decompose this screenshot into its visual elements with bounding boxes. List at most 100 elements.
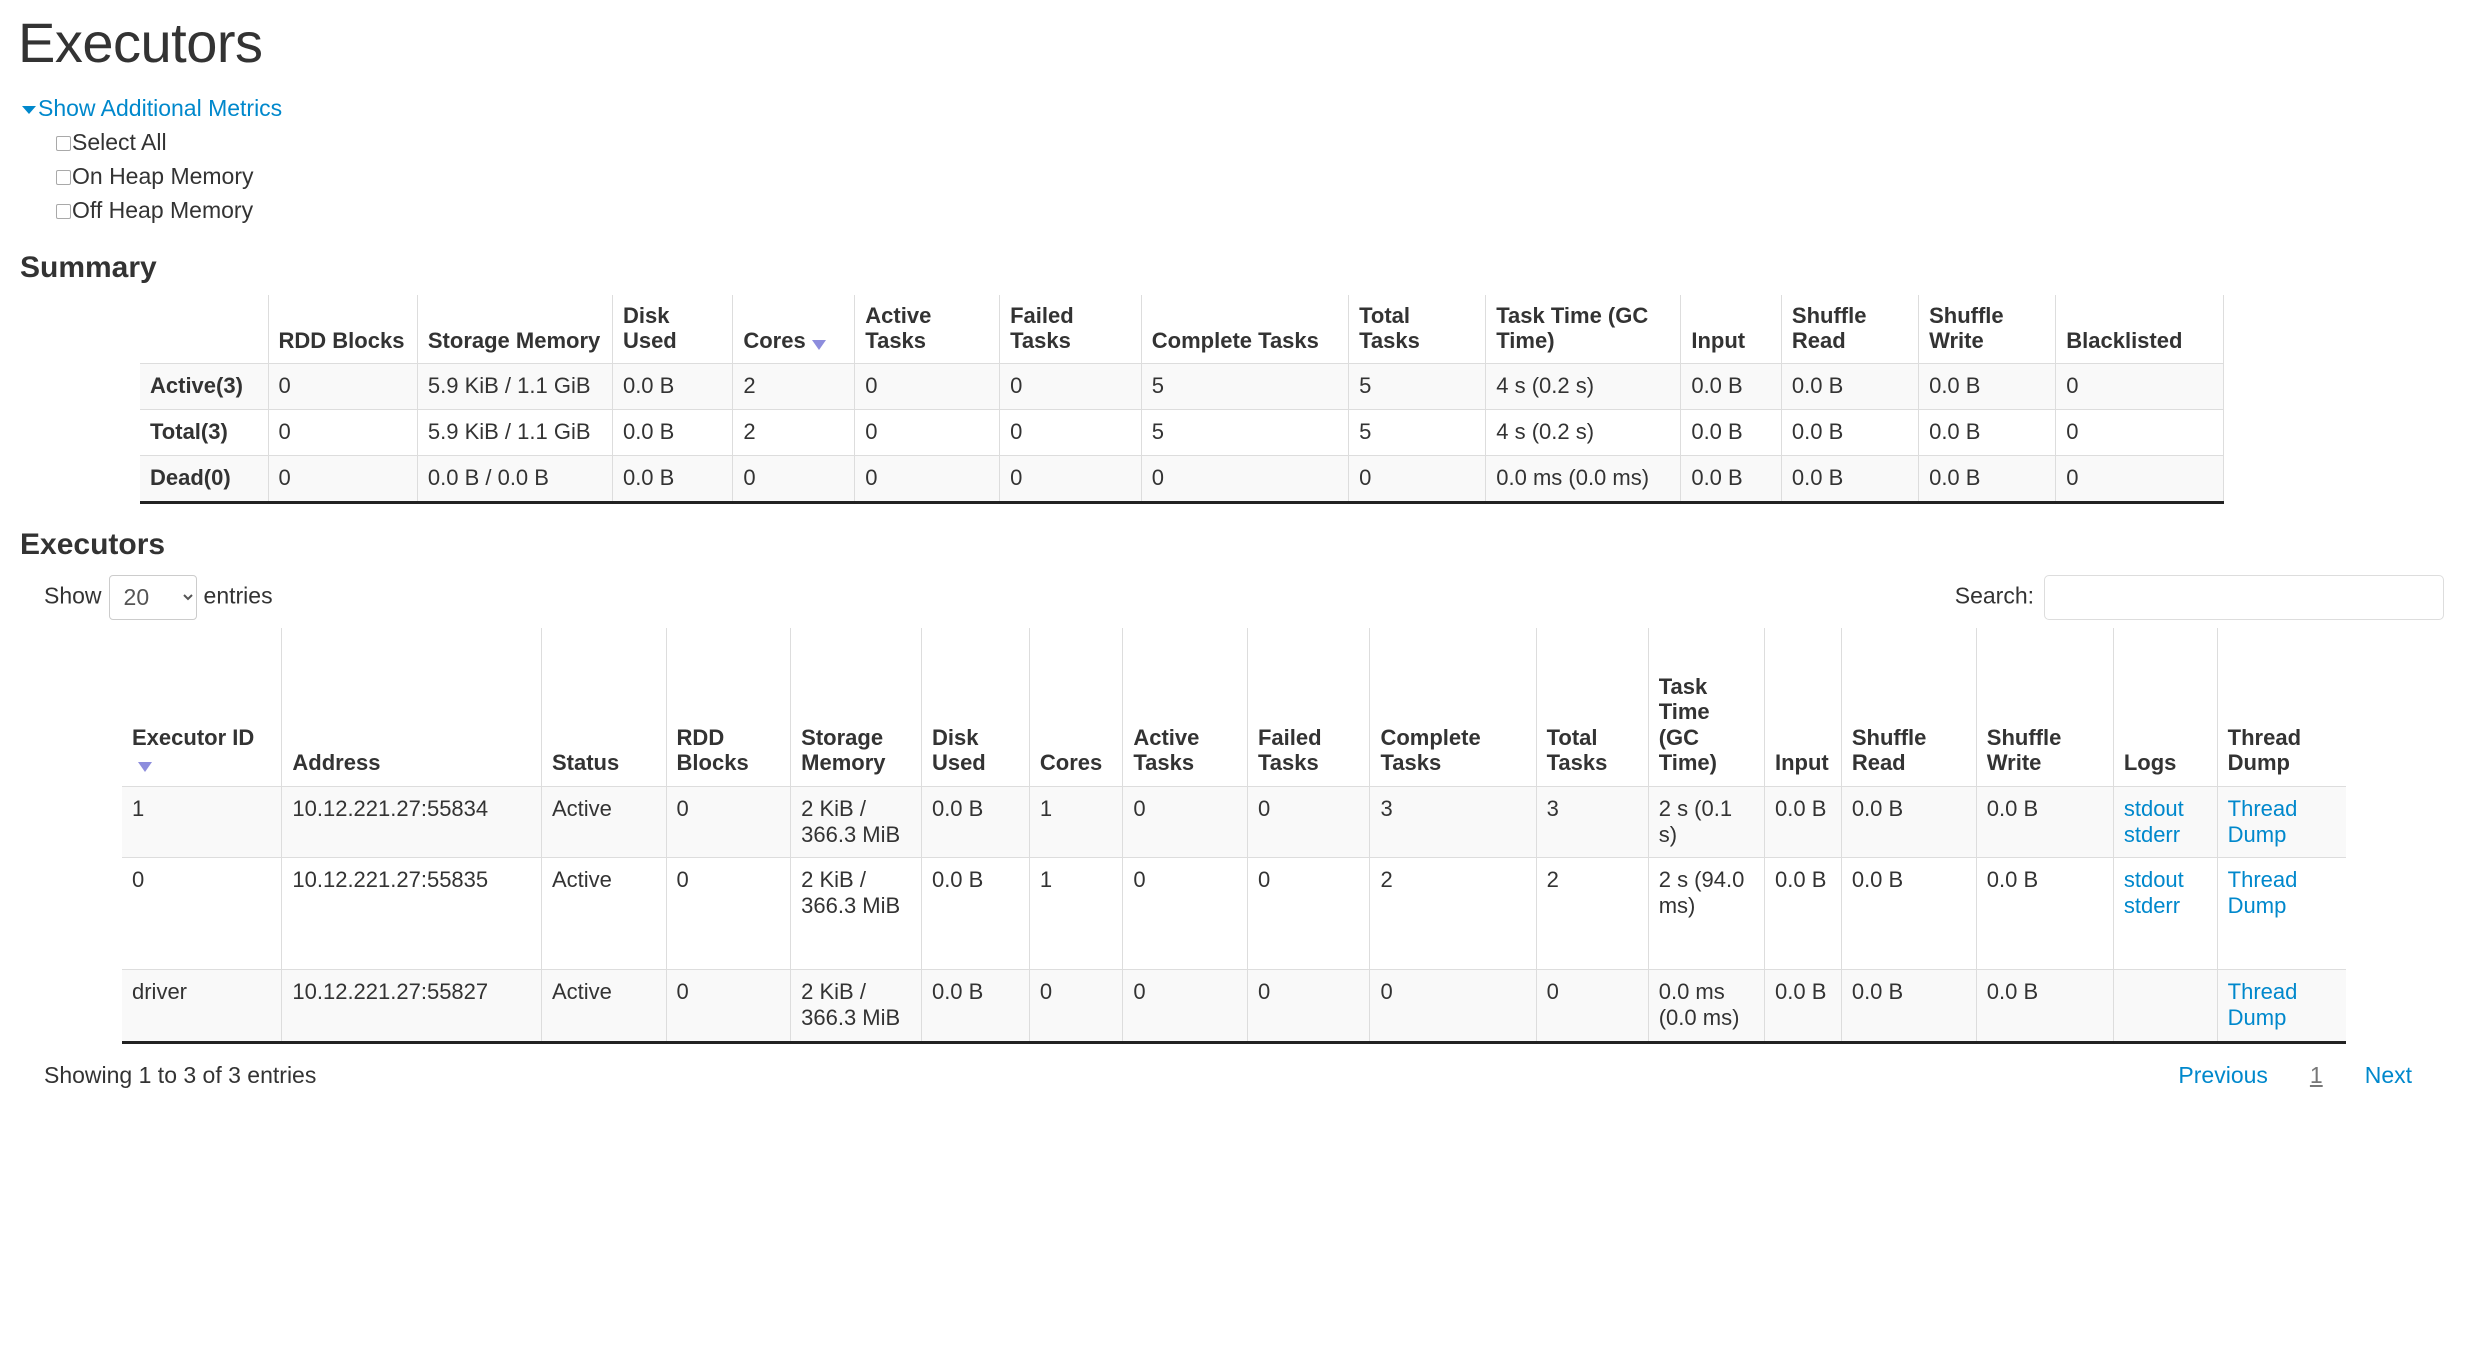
summary-col-active-tasks[interactable]: Active Tasks xyxy=(854,294,1001,364)
exec-col-active-tasks[interactable]: Active Tasks xyxy=(1122,627,1248,787)
thread-dump-link[interactable]: Thread Dump xyxy=(2227,979,2298,1031)
metric-option-off-heap-memory[interactable]: Off Heap Memory xyxy=(56,193,2466,227)
executors-title: Executors xyxy=(20,527,166,561)
summary-cell-failed-tasks: 0 xyxy=(999,454,1142,501)
summary-cell-cores: 2 xyxy=(732,408,856,456)
pagination-next[interactable]: Next xyxy=(2364,1062,2412,1089)
summary-cell-task-time: 0.0 ms (0.0 ms) xyxy=(1485,454,1682,501)
exec-cell-failed-tasks: 0 xyxy=(1246,785,1371,859)
exec-col-failed-tasks[interactable]: Failed Tasks xyxy=(1246,627,1371,787)
stdout-link[interactable]: stdout xyxy=(2123,795,2184,821)
exec-col-logs[interactable]: Logs xyxy=(2112,627,2218,787)
summary-col-total-tasks[interactable]: Total Tasks xyxy=(1348,294,1487,364)
metric-option-select-all[interactable]: Select All xyxy=(56,125,2466,159)
exec-cell-cores: 1 xyxy=(1028,785,1124,859)
summary-cell-input: 0.0 B xyxy=(1680,362,1782,410)
exec-cell-address: 10.12.221.27:55834 xyxy=(281,785,542,859)
metric-option-on-heap-memory[interactable]: On Heap Memory xyxy=(56,159,2466,193)
summary-cell-shuffle-write: 0.0 B xyxy=(1918,408,2057,456)
exec-cell-status: Active xyxy=(540,857,667,971)
summary-col-rdd-blocks[interactable]: RDD Blocks xyxy=(267,294,418,364)
exec-col-disk-used[interactable]: Disk Used xyxy=(920,627,1030,787)
exec-col-input[interactable]: Input xyxy=(1764,627,1842,787)
summary-col-shuffle-write[interactable]: Shuffle Write xyxy=(1918,294,2057,364)
exec-col-thread-dump[interactable]: Thread Dump xyxy=(2216,627,2346,787)
stderr-link[interactable]: stderr xyxy=(2123,893,2181,919)
exec-cell-storage-memory: 2 KiB / 366.3 MiB xyxy=(790,857,922,971)
exec-col-shuffle-read[interactable]: Shuffle Read xyxy=(1840,627,1977,787)
on-heap-memory-checkbox[interactable] xyxy=(56,169,71,185)
summary-cell-blacklisted: 0 xyxy=(2055,454,2224,501)
summary-cell-failed-tasks: 0 xyxy=(999,408,1142,456)
summary-cell-rdd-blocks: 0 xyxy=(267,362,418,410)
stderr-link[interactable]: stderr xyxy=(2123,821,2181,847)
exec-col-total-tasks[interactable]: Total Tasks xyxy=(1535,627,1649,787)
exec-cell-thread-dump: Thread Dump xyxy=(2216,969,2346,1042)
summary-table-wrapper: RDD Blocks Storage Memory Disk Used Core… xyxy=(140,294,2224,504)
exec-col-task-time[interactable]: Task Time (GC Time) xyxy=(1647,627,1766,787)
summary-col-rowlabel[interactable] xyxy=(140,294,269,364)
exec-cell-complete-tasks: 0 xyxy=(1369,969,1537,1042)
summary-col-task-time[interactable]: Task Time (GC Time) xyxy=(1485,294,1682,364)
pagination-page-1[interactable]: 1 xyxy=(2309,1062,2323,1089)
exec-col-cores[interactable]: Cores xyxy=(1028,627,1124,787)
executors-table: Executor ID Address Status RDD Blocks St… xyxy=(122,627,2346,1042)
exec-cell-cores: 1 xyxy=(1028,857,1124,971)
exec-col-storage-memory[interactable]: Storage Memory xyxy=(790,627,922,787)
exec-cell-cores: 0 xyxy=(1028,969,1124,1042)
table-row: 1 10.12.221.27:55834 Active 0 2 KiB / 36… xyxy=(122,785,2346,859)
summary-col-storage-memory[interactable]: Storage Memory xyxy=(416,294,613,364)
page-length-select[interactable]: 20 40 60 100 xyxy=(108,574,197,620)
exec-col-rdd-blocks[interactable]: RDD Blocks xyxy=(665,627,792,787)
page-title: Executors xyxy=(18,11,263,74)
metric-label-on-heap-memory[interactable]: On Heap Memory xyxy=(56,163,254,189)
exec-cell-address: 10.12.221.27:55835 xyxy=(281,857,542,971)
summary-cell-storage-memory: 5.9 KiB / 1.1 GiB xyxy=(416,362,613,410)
exec-col-address[interactable]: Address xyxy=(281,627,542,787)
thread-dump-link[interactable]: Thread Dump xyxy=(2227,867,2298,919)
summary-col-failed-tasks[interactable]: Failed Tasks xyxy=(999,294,1142,364)
thread-dump-link[interactable]: Thread Dump xyxy=(2227,795,2298,847)
summary-col-blacklisted[interactable]: Blacklisted xyxy=(2055,294,2224,364)
summary-cell-task-time: 4 s (0.2 s) xyxy=(1485,362,1682,410)
exec-cell-disk-used: 0.0 B xyxy=(920,969,1030,1042)
stdout-link[interactable]: stdout xyxy=(2123,867,2184,893)
exec-cell-active-tasks: 0 xyxy=(1122,857,1248,971)
summary-table: RDD Blocks Storage Memory Disk Used Core… xyxy=(140,294,2224,501)
executors-page: Executors Show Additional Metrics Select… xyxy=(0,12,2466,1122)
summary-col-shuffle-read[interactable]: Shuffle Read xyxy=(1780,294,1920,364)
exec-cell-status: Active xyxy=(540,969,667,1042)
summary-cell-shuffle-write: 0.0 B xyxy=(1918,362,2057,410)
summary-cell-blacklisted: 0 xyxy=(2055,408,2224,456)
exec-col-executor-id[interactable]: Executor ID xyxy=(122,627,283,787)
exec-cell-total-tasks: 0 xyxy=(1535,969,1649,1042)
exec-cell-shuffle-read: 0.0 B xyxy=(1840,785,1977,859)
summary-cell-total-tasks: 5 xyxy=(1348,408,1487,456)
exec-col-shuffle-write[interactable]: Shuffle Write xyxy=(1975,627,2114,787)
summary-cell-complete-tasks: 0 xyxy=(1140,454,1350,501)
summary-col-input[interactable]: Input xyxy=(1680,294,1782,364)
off-heap-memory-checkbox[interactable] xyxy=(56,203,71,219)
summary-row-label: Total(3) xyxy=(140,408,269,456)
summary-col-disk-used[interactable]: Disk Used xyxy=(611,294,734,364)
summary-row-label: Dead(0) xyxy=(140,454,269,501)
exec-col-status[interactable]: Status xyxy=(540,627,667,787)
exec-col-complete-tasks[interactable]: Complete Tasks xyxy=(1369,627,1537,787)
caret-down-icon xyxy=(22,105,36,114)
search-label: Search: xyxy=(1954,582,2034,609)
exec-cell-disk-used: 0.0 B xyxy=(920,857,1030,971)
exec-cell-active-tasks: 0 xyxy=(1122,785,1248,859)
select-all-checkbox[interactable] xyxy=(56,135,71,151)
exec-cell-input: 0.0 B xyxy=(1764,857,1842,971)
metric-label-off-heap-memory[interactable]: Off Heap Memory xyxy=(56,197,253,223)
exec-cell-logs xyxy=(2112,969,2218,1042)
metric-label-select-all[interactable]: Select All xyxy=(56,129,167,155)
summary-col-complete-tasks[interactable]: Complete Tasks xyxy=(1140,294,1350,364)
pagination-previous[interactable]: Previous xyxy=(2178,1062,2268,1089)
search-input[interactable] xyxy=(2044,574,2444,620)
show-additional-metrics-toggle[interactable]: Show Additional Metrics xyxy=(22,95,282,121)
summary-col-cores[interactable]: Cores xyxy=(732,294,856,364)
select-all-text: Select All xyxy=(72,128,167,155)
summary-cell-rdd-blocks: 0 xyxy=(267,408,418,456)
exec-cell-rdd-blocks: 0 xyxy=(665,969,792,1042)
